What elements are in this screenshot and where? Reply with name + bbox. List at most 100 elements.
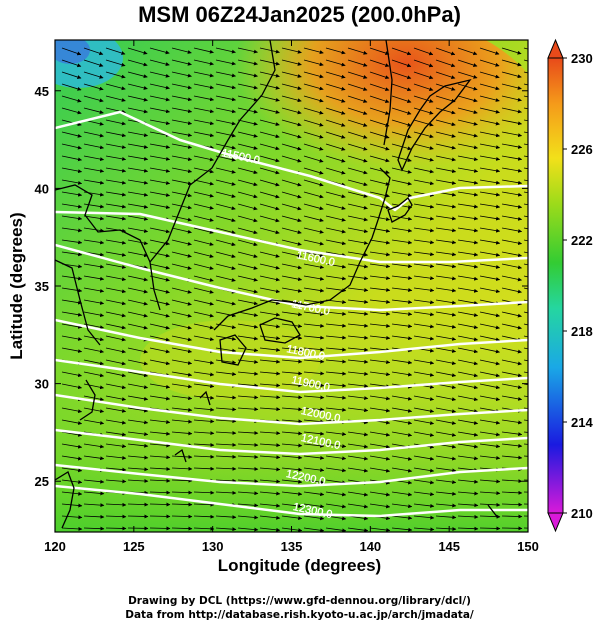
wind-arrow [391, 359, 413, 365]
wind-arrow [435, 311, 457, 317]
wind-arrow [83, 371, 104, 378]
wind-arrow [479, 155, 501, 161]
wind-arrow [281, 395, 303, 400]
wind-arrow [193, 407, 215, 412]
wind-arrow [193, 442, 215, 447]
wind-arrow [457, 119, 478, 126]
wind-arrow [325, 431, 347, 437]
wind-arrow [303, 143, 324, 151]
wind-arrow [435, 287, 457, 293]
wind-arrow [413, 119, 434, 127]
wind-arrow [281, 227, 302, 235]
wind-arrow [303, 239, 324, 246]
wind-arrow [259, 83, 280, 90]
wind-arrow [501, 383, 523, 390]
wind-arrow [127, 107, 148, 114]
wind-arrow [237, 143, 258, 150]
wind-arrow [193, 299, 214, 306]
wind-arrow [479, 203, 501, 209]
wind-arrow [325, 215, 346, 222]
wind-arrow [501, 203, 523, 209]
wind-arrow [523, 263, 528, 266]
wind-arrow [347, 227, 369, 234]
wind-arrow [259, 131, 280, 139]
wind-arrow [347, 371, 369, 376]
wind-arrow [193, 275, 214, 282]
y-axis-label: Latitude (degrees) [7, 212, 26, 360]
wind-arrow [413, 215, 435, 221]
wind-arrow [61, 407, 83, 414]
wind-arrow [391, 419, 413, 425]
wind-arrow [457, 407, 479, 414]
wind-arrow [171, 107, 193, 114]
wind-arrow [83, 299, 105, 305]
wind-arrow [259, 107, 280, 114]
wind-arrow [501, 263, 522, 270]
wind-arrow [105, 251, 127, 257]
wind-arrow [61, 526, 83, 531]
wind-arrow [193, 287, 214, 294]
wind-arrow [369, 311, 391, 316]
wind-arrow [171, 299, 192, 306]
geopotential-contours: 11500.011600.011700.011800.011900.012000… [55, 110, 528, 521]
wind-arrow [369, 155, 390, 163]
wind-arrow [215, 359, 237, 365]
wind-arrow [457, 107, 478, 115]
wind-arrow [127, 443, 149, 448]
wind-arrow [259, 515, 281, 520]
wind-arrow [303, 167, 324, 175]
wind-arrow [61, 71, 82, 79]
wind-arrow [435, 239, 457, 245]
wind-arrow [391, 503, 413, 509]
wind-arrow [413, 263, 435, 269]
wind-arrow [523, 371, 528, 374]
wind-arrow [501, 83, 522, 90]
wind-arrow [83, 514, 105, 519]
wind-arrow [325, 95, 346, 103]
wind-arrow [149, 311, 170, 318]
wind-arrow [281, 443, 303, 448]
wind-arrow [347, 455, 369, 461]
wind-arrow [281, 323, 303, 329]
wind-arrow [435, 359, 457, 366]
wind-arrow [369, 347, 391, 352]
wind-arrow [391, 95, 412, 103]
wind-arrow [105, 119, 126, 126]
wind-arrow [237, 131, 258, 138]
wind-arrow [457, 419, 479, 425]
wind-arrow [127, 311, 148, 318]
wind-arrow [105, 455, 127, 460]
wind-arrow [105, 275, 127, 282]
wind-arrow [193, 251, 214, 258]
wind-arrow [523, 83, 528, 86]
wind-arrow [171, 155, 193, 162]
wind-arrow [457, 167, 479, 173]
wind-arrow [127, 167, 149, 173]
wind-arrow [171, 383, 193, 389]
wind-arrow [369, 191, 390, 198]
wind-arrow [83, 155, 105, 162]
wind-arrow [369, 491, 391, 497]
wind-arrow [237, 395, 259, 400]
wind-arrow [501, 395, 523, 401]
x-tick-label: 130 [202, 539, 224, 554]
wind-arrow [435, 119, 456, 127]
wind-arrow [303, 419, 325, 424]
wind-arrow [281, 359, 303, 364]
wind-arrow [193, 454, 215, 459]
wind-arrow [303, 323, 325, 328]
wind-arrow [501, 490, 523, 495]
wind-arrow [523, 359, 528, 362]
wind-arrow [523, 251, 528, 254]
wind-arrow [347, 71, 368, 79]
wind-arrow [171, 131, 193, 138]
wind-arrow [523, 515, 528, 517]
wind-arrow [149, 119, 171, 126]
wind-arrow [457, 514, 479, 519]
wind-arrow [215, 227, 236, 235]
wind-arrow [281, 491, 303, 496]
wind-arrow [83, 383, 104, 390]
wind-arrow [215, 215, 236, 223]
wind-arrow [105, 203, 127, 209]
wind-arrow [369, 287, 391, 292]
